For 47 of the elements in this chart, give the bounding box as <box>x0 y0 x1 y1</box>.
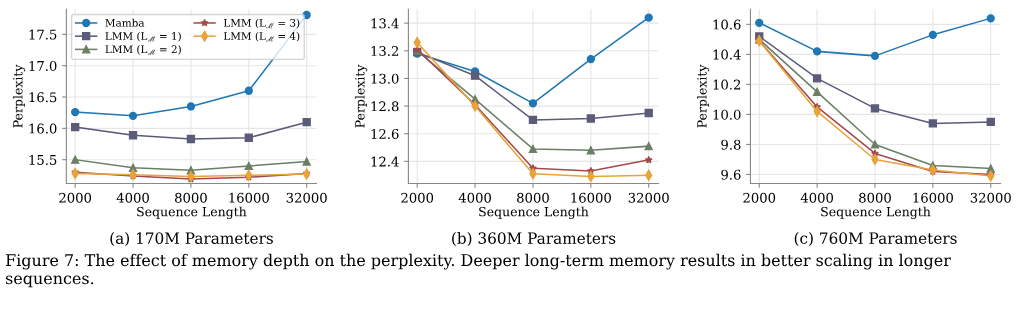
x-tick-label: 4000 <box>800 192 834 203</box>
legend-label: LMM (L$_{ℳ}$ = 3) <box>223 18 300 29</box>
legend-label: LMM (L$_{ℳ}$ = 2) <box>105 45 181 55</box>
y-tick-label: 9.8 <box>721 139 741 150</box>
legend-label: LMM (L$_{ℳ}$ = 4) <box>223 31 300 42</box>
y-tick-label: 17.0 <box>29 60 57 71</box>
y-tick-label: 12.8 <box>371 101 399 112</box>
x-tick-label: 2000 <box>59 192 92 203</box>
y-axis-title: Perplexity <box>696 64 710 128</box>
x-tick-label: 16000 <box>229 192 269 203</box>
y-tick-label: 10.2 <box>713 79 741 90</box>
x-tick-label: 32000 <box>628 192 669 203</box>
y-tick-label: 12.6 <box>371 128 399 139</box>
y-tick-label: 16.0 <box>29 123 57 134</box>
text: (b) 360M Parameters <box>452 232 616 247</box>
y-tick-label: 10.4 <box>713 49 741 60</box>
text: (c) 760M Parameters <box>794 232 957 247</box>
legend-label: Mamba <box>105 18 145 27</box>
y-tick-label: 12.4 <box>371 156 399 167</box>
y-tick-label: 16.5 <box>29 92 57 103</box>
y-tick-label: 15.5 <box>29 154 57 165</box>
y-axis-title: Perplexity <box>12 64 26 128</box>
x-tick-label: 16000 <box>913 192 953 203</box>
x-tick-label: 4000 <box>458 192 491 203</box>
x-tick-label: 32000 <box>286 192 327 203</box>
y-tick-label: 17.5 <box>29 29 57 40</box>
x-tick-label: 4000 <box>116 192 149 203</box>
y-tick-label: 13.4 <box>371 18 399 29</box>
caption: Figure 7: The effect of memory depth on the perplexity. Deeper long-term memory results in better scaling in longer sequences. <box>5 253 951 288</box>
x-tick-label: 8000 <box>175 192 207 203</box>
x-tick-label: 32000 <box>970 192 1011 203</box>
y-tick-label: 13.0 <box>371 73 399 84</box>
x-axis-title: Sequence Length <box>137 206 247 219</box>
x-tick-label: 8000 <box>859 192 891 203</box>
y-tick-label: 13.2 <box>371 46 399 56</box>
x-tick-label: 2000 <box>401 192 434 203</box>
x-tick-label: 8000 <box>517 192 549 203</box>
y-tick-label: 9.6 <box>721 169 741 180</box>
x-axis-title: Sequence Length <box>821 206 931 219</box>
y-tick-label: 10.6 <box>713 19 741 30</box>
y-tick-label: 10.0 <box>713 109 741 120</box>
x-tick-label: 16000 <box>571 192 611 203</box>
x-tick-label: 2000 <box>743 192 776 203</box>
y-axis-title: Perplexity <box>354 64 368 128</box>
x-axis-title: Sequence Length <box>479 206 589 219</box>
text: (a) 170M Parameters <box>110 232 273 247</box>
legend-label: LMM (L$_{ℳ}$ = 1) <box>105 31 181 42</box>
